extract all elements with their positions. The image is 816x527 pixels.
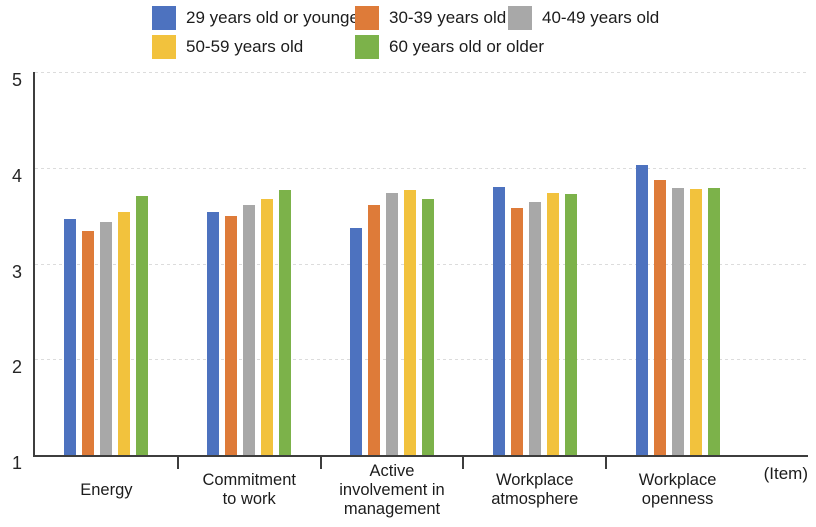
gridline	[35, 167, 808, 169]
y-tick-label: 5	[11, 70, 22, 90]
legend-swatch-icon	[508, 6, 532, 30]
category-label-line: to work	[222, 490, 276, 508]
category-label: Active involvement in management	[321, 459, 464, 521]
legend: 29 years old or younger 30-39 years old 40…	[152, 6, 659, 59]
bar	[422, 199, 434, 455]
gridline	[35, 72, 808, 73]
category-label-line: atmosphere	[491, 490, 579, 508]
x-axis-tick	[319, 457, 322, 469]
category-label-line: Workplace	[495, 471, 574, 489]
legend-item: 50-59 years old	[152, 35, 355, 59]
bar	[707, 187, 720, 455]
category-label-line: Active	[369, 461, 415, 480]
bar	[635, 164, 648, 455]
bar	[243, 205, 256, 455]
category-label-line: management	[343, 499, 441, 518]
x-axis-unit-label: (Item)	[763, 464, 808, 483]
bar	[118, 211, 131, 455]
gridline	[35, 359, 808, 361]
bar	[386, 192, 398, 455]
bar	[653, 180, 666, 455]
bar	[100, 222, 113, 455]
y-tick-label: 3	[11, 261, 22, 282]
bar	[136, 196, 149, 455]
bar	[689, 188, 702, 455]
legend-label: 30-39 years old	[389, 8, 507, 27]
category-label: Commitment to work	[178, 459, 321, 521]
bar	[207, 211, 220, 455]
legend-item: 30-39 years old	[355, 6, 508, 30]
x-axis-line	[33, 455, 808, 457]
category-label: Energy	[35, 459, 178, 521]
bar	[279, 189, 292, 455]
category-label-line: Workplace	[638, 471, 717, 489]
category-label-line: involvement in	[339, 480, 445, 499]
legend-swatch-icon	[355, 35, 379, 59]
bar	[546, 192, 559, 455]
y-tick-label: 1	[11, 453, 22, 473]
category-label-line: Energy	[80, 480, 133, 499]
legend-label: 40-49 years old	[542, 8, 660, 27]
legend-label: 60 years old or older	[389, 37, 544, 56]
category-label-line: openness	[641, 490, 714, 508]
legend-label: 29 years old or younger	[186, 8, 365, 27]
x-axis-tick	[176, 457, 179, 469]
bar	[510, 207, 523, 455]
bar	[64, 219, 77, 455]
legend-item: 29 years old or younger	[152, 6, 365, 30]
bar	[404, 189, 416, 455]
legend-item: 60 years old or older	[355, 35, 544, 59]
category-label: Workplace atmosphere	[463, 459, 606, 521]
y-tick-label: 4	[11, 165, 22, 186]
y-axis-line	[33, 72, 35, 457]
legend-swatch-icon	[152, 6, 176, 30]
bar	[82, 230, 95, 455]
bar	[671, 187, 684, 455]
bar	[564, 193, 577, 455]
bar	[350, 228, 362, 455]
bar	[492, 186, 505, 455]
bar	[528, 202, 541, 455]
gridline	[35, 263, 808, 265]
legend-label: 50-59 years old	[186, 37, 304, 56]
bar	[225, 215, 238, 455]
bar	[261, 199, 274, 455]
legend-swatch-icon	[152, 35, 176, 59]
bar	[368, 205, 380, 455]
x-axis-tick	[605, 457, 608, 469]
x-axis-tick	[462, 457, 465, 469]
category-label-line: Commitment	[202, 471, 296, 489]
plot-area	[35, 72, 808, 455]
legend-item: 40-49 years old	[508, 6, 659, 30]
y-tick-label: 2	[11, 357, 22, 378]
category-label: Workplace openness	[606, 459, 749, 521]
legend-swatch-icon	[355, 6, 379, 30]
